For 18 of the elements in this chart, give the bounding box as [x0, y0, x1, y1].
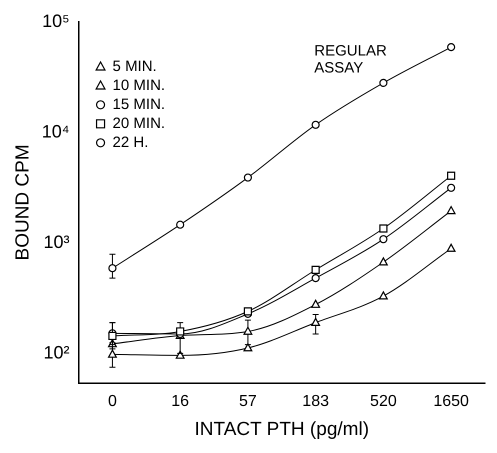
y-tick-label: 10⁴ — [42, 121, 70, 142]
y-tick-label: 10⁵ — [42, 10, 70, 31]
y-axis-title: BOUND CPM — [12, 144, 34, 260]
x-tick-label: 183 — [302, 393, 330, 410]
y-tick-label: 10³ — [44, 232, 70, 252]
x-tick-label: 1650 — [433, 393, 470, 410]
legend-label: 15 MIN. — [112, 96, 166, 113]
legend-label: 5 MIN. — [112, 58, 157, 75]
x-tick-label: 0 — [108, 393, 117, 410]
legend-label: 22 H. — [112, 134, 148, 151]
y-tick-label: 10² — [44, 342, 70, 362]
legend-label: 20 MIN. — [112, 114, 166, 132]
x-axis-title: INTACT PTH (pg/ml) — [194, 418, 370, 440]
x-tick-label: 16 — [171, 393, 190, 410]
x-tick-label: 57 — [239, 393, 257, 410]
legend-label: 10 MIN. — [112, 76, 166, 94]
annotation: REGULAR ASSAY — [314, 42, 387, 76]
x-tick-label: 520 — [370, 393, 397, 410]
